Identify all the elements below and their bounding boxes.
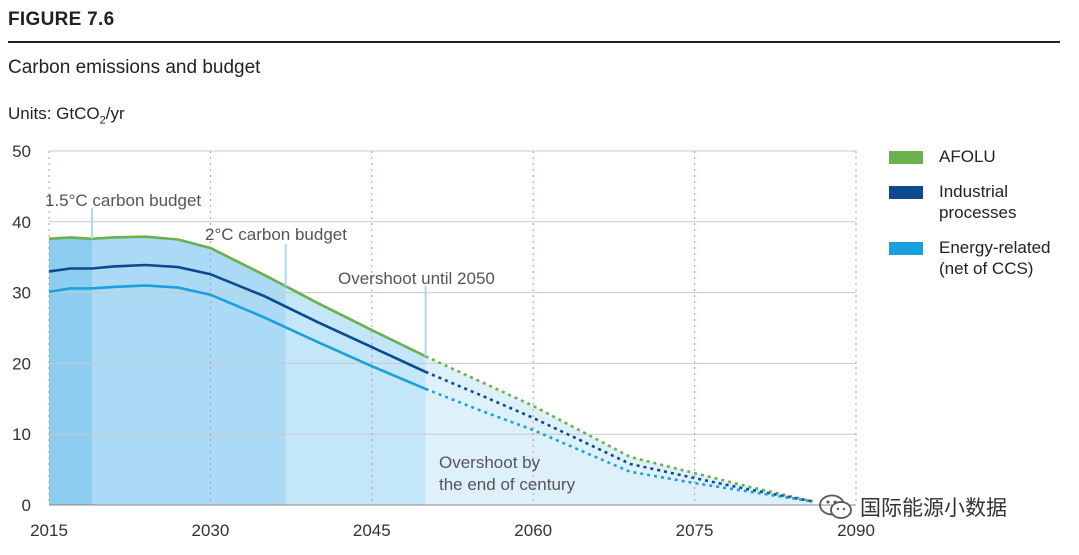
legend-label-afolu: AFOLU: [939, 147, 996, 166]
x-tick-label-2060: 2060: [514, 521, 552, 540]
legend-label-industrial: Industrial processes: [939, 182, 1017, 222]
y-tick-label-30: 30: [12, 284, 31, 303]
legend-item-afolu: AFOLU: [889, 146, 1069, 167]
units-subscript: 2: [99, 114, 106, 127]
legend-item-industrial: Industrial processes: [889, 181, 1069, 223]
units-prefix: Units: GtCO: [8, 104, 100, 123]
budget-label-3: Overshoot until 2050: [338, 269, 495, 288]
budget-label-4: Overshoot by the end of century: [439, 453, 576, 494]
units-label: Units: GtCO2/yr: [8, 104, 125, 126]
y-tick-label-40: 40: [12, 213, 31, 232]
legend: AFOLU Industrial processes Energy-relate…: [889, 146, 1069, 293]
budget-area-1: [49, 237, 93, 505]
y-tick-label-20: 20: [12, 354, 31, 373]
legend-label-energy: Energy-related (net of CCS): [939, 238, 1051, 278]
series-line-3: [48, 284, 427, 391]
budget-area-4: [425, 356, 813, 505]
budget-area-3: [285, 286, 426, 505]
watermark-text: 国际能源小数据: [860, 496, 1007, 520]
legend-item-energy: Energy-related (net of CCS): [889, 237, 1069, 279]
budget-label-line: Overshoot until 2050: [338, 269, 495, 288]
budget-label-line: the end of century: [439, 475, 576, 494]
y-tick-label-10: 10: [12, 425, 31, 444]
x-tick-label-2075: 2075: [676, 521, 714, 540]
x-tick-label-2015: 2015: [30, 521, 68, 540]
x-tick-label-2030: 2030: [191, 521, 229, 540]
legend-swatch-industrial: [889, 186, 923, 199]
budget-label-line: 2°C carbon budget: [205, 225, 347, 244]
series-projection-1: [425, 355, 814, 503]
x-tick-label-2045: 2045: [353, 521, 391, 540]
budget-label-2: 2°C carbon budget: [205, 225, 347, 244]
y-tick-label-50: 50: [12, 142, 31, 161]
budget-area-2: [92, 236, 286, 505]
series-line-2: [48, 263, 427, 374]
figure-label: FIGURE 7.6: [8, 9, 115, 30]
figure-title: Carbon emissions and budget: [8, 57, 261, 78]
legend-swatch-energy: [889, 242, 923, 255]
series-line-1: [48, 235, 427, 358]
x-tick-label-2090: 2090: [837, 521, 875, 540]
legend-swatch-afolu: [889, 151, 923, 164]
watermark: 国际能源小数据: [818, 492, 1007, 522]
units-suffix: /yr: [105, 104, 125, 123]
series-projection-2: [425, 370, 814, 503]
y-tick-label-0: 0: [22, 496, 31, 515]
budget-label-line: Overshoot by: [439, 453, 541, 472]
title-divider: [8, 41, 1060, 43]
budget-label-line: 1.5°C carbon budget: [45, 191, 201, 210]
wechat-icon: [819, 494, 852, 519]
series-projection-3: [425, 387, 814, 503]
budget-label-1: 1.5°C carbon budget: [45, 191, 201, 210]
